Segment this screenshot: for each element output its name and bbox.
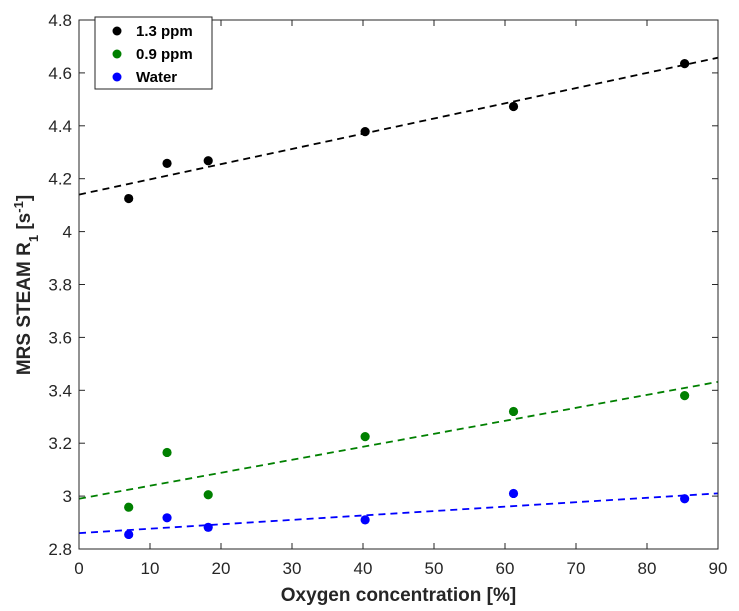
y-tick-label: 3 <box>63 487 72 506</box>
x-axis-title: Oxygen concentration [%] <box>281 585 516 606</box>
y-tick-label: 3.4 <box>48 381 72 400</box>
point-1-3-ppm <box>360 127 370 137</box>
point-1-3-ppm <box>508 101 519 112</box>
point-water <box>508 488 519 499</box>
x-tick-label: 80 <box>638 559 657 578</box>
fit-line-0-9-ppm <box>78 380 719 500</box>
legend-label-0-9ppm: 0.9 ppm <box>136 46 193 63</box>
legend-marker-water <box>112 72 122 82</box>
x-ticks: 0 10 20 30 40 50 60 70 80 90 <box>74 20 727 578</box>
y-tick-label: 3.2 <box>48 434 72 453</box>
point-1-3-ppm <box>124 193 134 204</box>
y-tick-label: 4 <box>63 223 72 242</box>
y-ticks: 2.8 3 3.2 3.4 3.6 3.8 4 4.2 4.4 4.6 4.8 <box>48 11 718 559</box>
y-tick-label: 2.8 <box>48 540 72 559</box>
legend-marker-1-3ppm <box>112 26 122 36</box>
y-axis-title: MRS STEAM R1 [s-1] <box>11 195 41 375</box>
point-0-9-ppm <box>124 502 134 512</box>
x-tick-label: 60 <box>496 559 515 578</box>
x-tick-label: 90 <box>709 559 728 578</box>
data-points <box>124 59 690 540</box>
point-0-9-ppm <box>508 406 519 417</box>
point-water <box>360 515 370 525</box>
legend-marker-0-9ppm <box>112 49 122 59</box>
fit-lines <box>78 56 719 535</box>
x-tick-label: 10 <box>141 559 160 578</box>
point-1-3-ppm <box>203 156 213 166</box>
point-water <box>203 522 213 532</box>
point-1-3-ppm <box>162 158 172 168</box>
point-0-9-ppm <box>360 431 370 442</box>
y-tick-label: 3.8 <box>48 276 72 295</box>
x-tick-label: 30 <box>283 559 302 578</box>
fit-line-1-3-ppm <box>78 56 719 196</box>
point-water <box>680 494 690 504</box>
point-0-9-ppm <box>680 390 690 401</box>
y-tick-label: 4.8 <box>48 11 72 30</box>
point-0-9-ppm <box>203 490 213 500</box>
plot-frame <box>78 19 719 550</box>
y-tick-label: 3.6 <box>48 328 72 347</box>
x-tick-label: 50 <box>425 559 444 578</box>
point-water <box>162 513 172 523</box>
x-tick-label: 70 <box>567 559 586 578</box>
point-0-9-ppm <box>162 447 172 458</box>
x-tick-label: 0 <box>74 559 83 578</box>
y-tick-label: 4.6 <box>48 64 72 83</box>
point-water <box>124 529 134 540</box>
x-tick-label: 40 <box>354 559 373 578</box>
y-tick-label: 4.4 <box>48 117 72 136</box>
legend-label-water: Water <box>136 69 177 86</box>
y-tick-label: 4.2 <box>48 170 72 189</box>
legend: 1.3 ppm 0.9 ppm Water <box>94 16 213 90</box>
x-tick-label: 20 <box>212 559 231 578</box>
fit-line-water <box>78 492 719 535</box>
point-1-3-ppm <box>680 59 690 69</box>
legend-label-1-3ppm: 1.3 ppm <box>136 23 193 40</box>
